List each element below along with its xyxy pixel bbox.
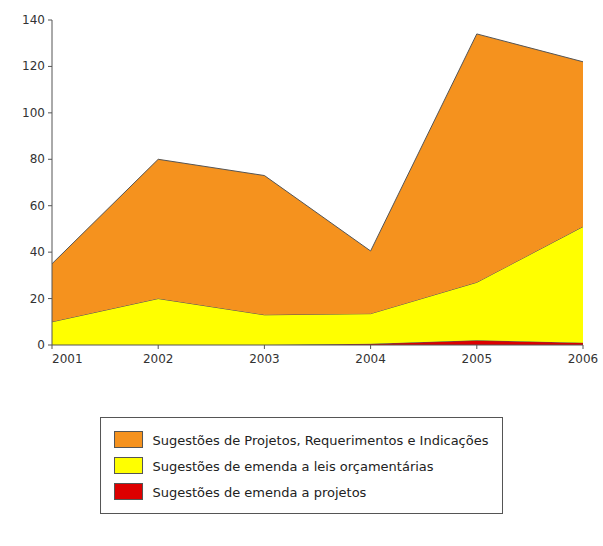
x-tick-label: 2006: [568, 352, 599, 366]
legend-label: Sugestões de emenda a leis orçamentárias: [153, 459, 434, 474]
chart: 0 20 40 60 80 100 120 140 2001 2002 2003 2004 2005 20…: [0, 0, 603, 546]
x-tick: [370, 345, 371, 349]
x-tick: [52, 345, 53, 349]
x-tick-label: 2004: [355, 352, 386, 366]
y-tick-label: 40: [30, 245, 45, 259]
x-axis-line: [52, 345, 583, 346]
legend-swatch: [115, 458, 143, 474]
legend-label: Sugestões de Projetos, Requerimentos e I…: [153, 433, 489, 448]
y-tick-label: 120: [22, 59, 45, 73]
y-tick: [48, 112, 52, 113]
y-tick-label: 20: [30, 292, 45, 306]
y-tick-label: 80: [30, 152, 45, 166]
y-tick: [48, 205, 52, 206]
x-tick: [264, 345, 265, 349]
x-tick: [476, 345, 477, 349]
legend-label: Sugestões de emenda a projetos: [153, 485, 367, 500]
y-axis-line: [52, 20, 53, 345]
areas: [52, 34, 583, 345]
y-tick-label: 100: [22, 106, 45, 120]
chart-container: 0 20 40 60 80 100 120 140 2001 2002 2003 2004 2005 20…: [0, 0, 603, 546]
y-tick: [48, 345, 52, 346]
y-tick: [48, 159, 52, 160]
x-tick-label: 2005: [462, 352, 493, 366]
x-tick-label: 2003: [249, 352, 280, 366]
legend: Sugestões de Projetos, Requerimentos e I…: [101, 418, 503, 514]
y-tick-label: 0: [37, 338, 45, 352]
x-tick-label: 2002: [143, 352, 174, 366]
y-tick-label: 60: [30, 199, 45, 213]
x-tick-label: 2001: [52, 352, 83, 366]
y-tick: [48, 252, 52, 253]
y-tick: [48, 66, 52, 67]
area: [52, 34, 583, 322]
legend-box: [101, 418, 503, 514]
y-tick: [48, 298, 52, 299]
y-tick: [48, 20, 52, 21]
legend-swatch: [115, 432, 143, 448]
x-tick: [583, 345, 584, 349]
area-edge: [52, 34, 583, 264]
legend-swatch: [115, 484, 143, 500]
x-tick: [158, 345, 159, 349]
y-tick-label: 140: [22, 13, 45, 27]
